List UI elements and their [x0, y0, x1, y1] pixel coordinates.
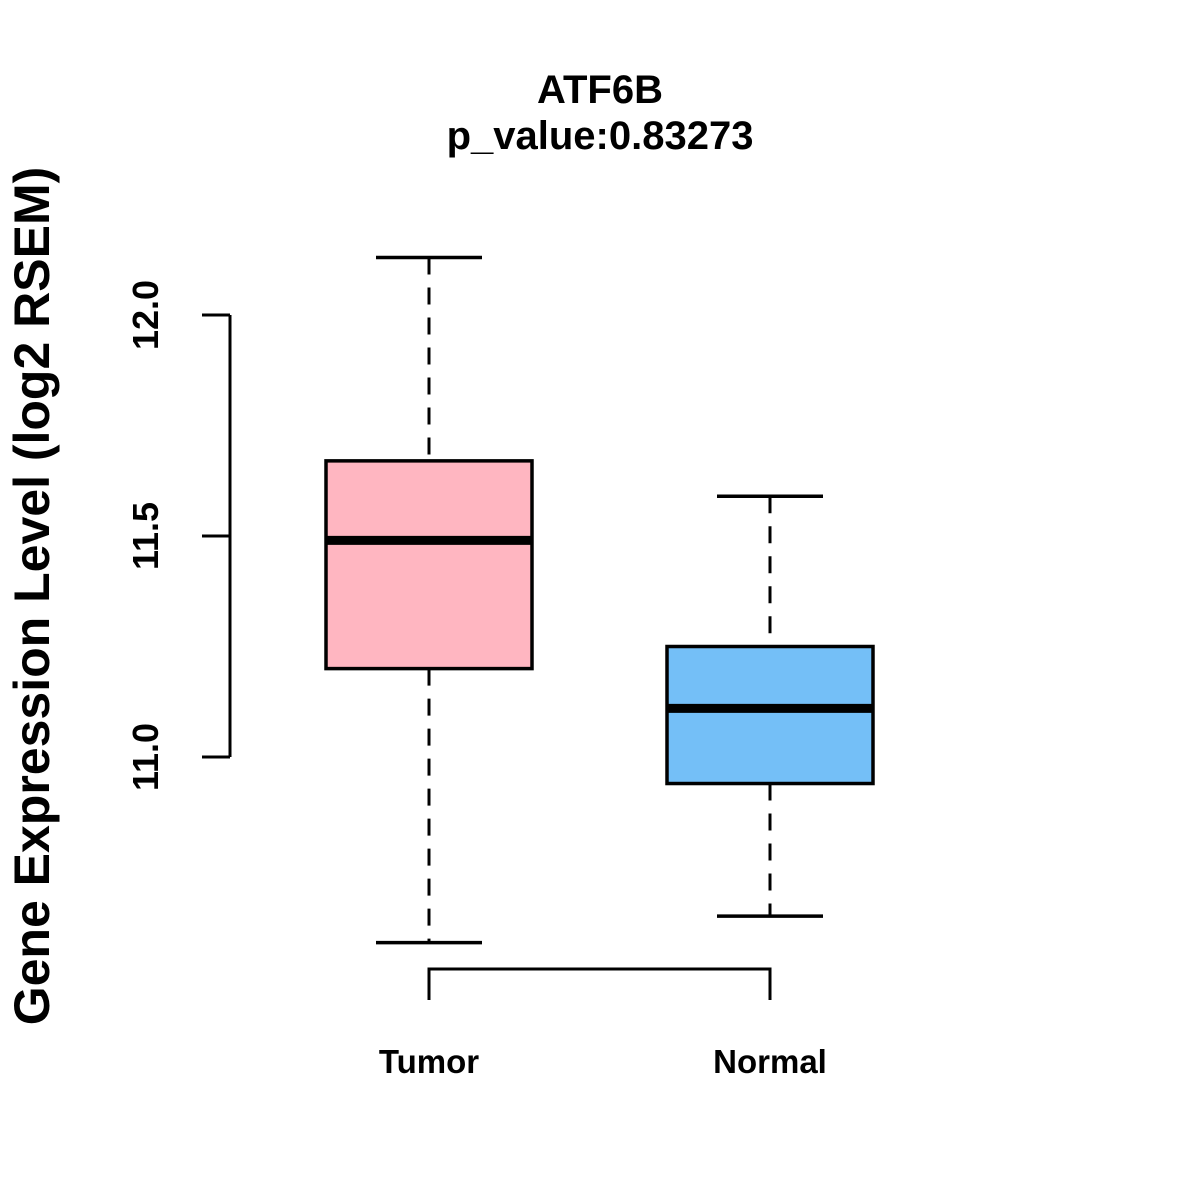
x-axis-bracket — [427, 967, 772, 1000]
y-tick-label: 11.0 — [125, 722, 166, 792]
normal-box — [665, 644, 875, 786]
tumor-box — [324, 459, 534, 671]
y-tick-label: 11.5 — [125, 501, 166, 571]
chart-subtitle-pvalue: p_value:0.83273 — [446, 114, 754, 158]
x-group-label-tumor: Tumor — [378, 1043, 480, 1080]
x-group-label-normal: Normal — [713, 1043, 827, 1080]
y-tick-label: 12.0 — [125, 279, 166, 351]
chart-title: ATF6B — [537, 68, 663, 112]
